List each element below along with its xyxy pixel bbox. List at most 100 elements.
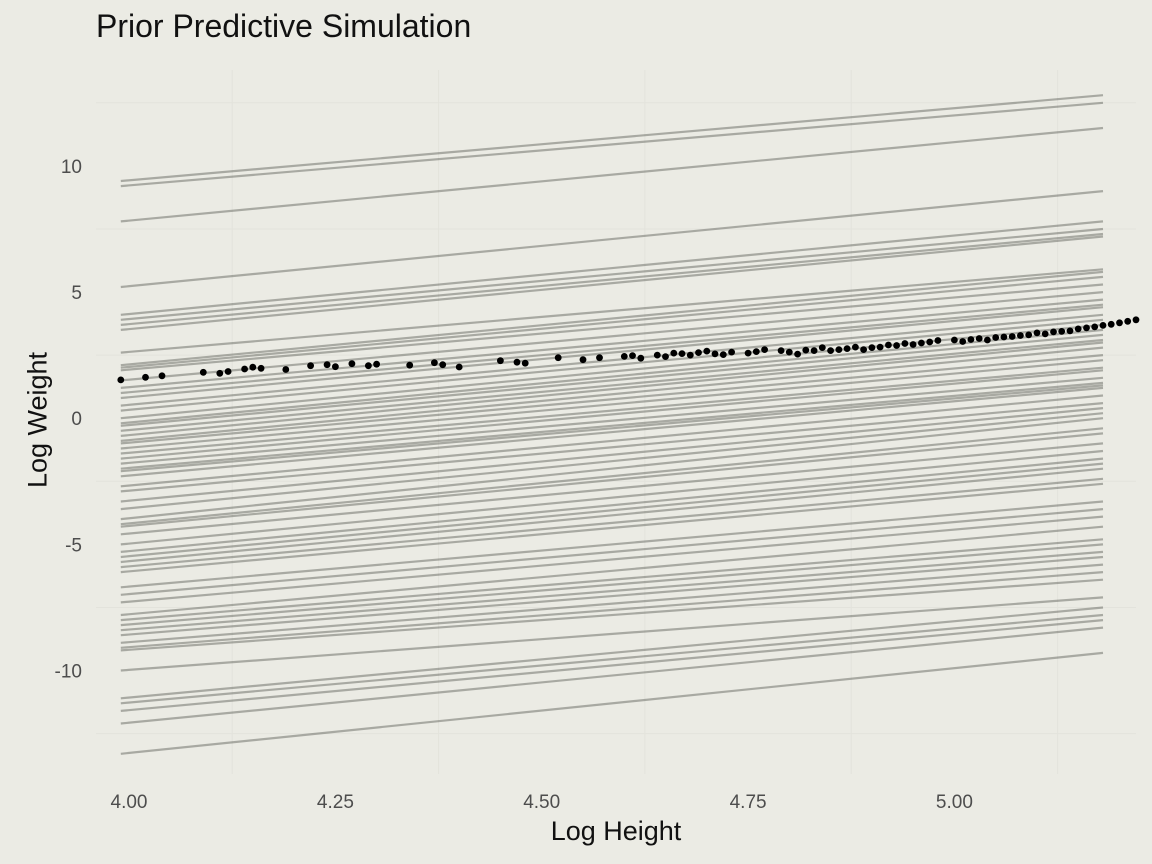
prior-line (120, 515, 1104, 604)
observation-point (1033, 329, 1041, 337)
prior-line (120, 291, 1104, 382)
observation-point (249, 363, 257, 371)
prior-line (120, 94, 1104, 183)
prior-line (120, 477, 1104, 569)
observation-point (332, 363, 339, 371)
prior-line (120, 376, 1104, 465)
prior-line (120, 407, 1104, 503)
y-tick-label: 10 (61, 157, 82, 178)
prior-line (120, 449, 1104, 546)
observation-point (373, 360, 380, 368)
prior-line (120, 346, 1104, 442)
observation-point (1017, 332, 1024, 339)
observation-point (596, 354, 603, 362)
prior-line (120, 417, 1104, 521)
prior-line (120, 303, 1104, 395)
prior-line (120, 538, 1104, 622)
x-tick-label: 4.75 (730, 792, 767, 813)
observation-point (959, 338, 967, 345)
observation-point (513, 358, 521, 366)
prior-line (120, 457, 1104, 553)
observation-point (1066, 327, 1074, 335)
observation-point (868, 344, 876, 351)
prior-line (120, 525, 1104, 617)
prior-line (120, 462, 1104, 559)
tick-labels-layer: 4.00 4.25 4.50 4.75 5.00 10 5 0 -5 -10 (55, 157, 973, 813)
observation-point (752, 348, 760, 355)
prior-line (120, 190, 1104, 289)
observation-point (406, 361, 414, 369)
prior-line (120, 432, 1104, 528)
observation-point (885, 341, 892, 349)
observation-point (439, 361, 447, 369)
prior-line (120, 606, 1104, 700)
observation-point (794, 350, 801, 358)
prior-line (120, 306, 1104, 400)
observation-point (719, 351, 727, 358)
prior-line (120, 220, 1104, 316)
observation-point (365, 362, 372, 370)
prior-line (120, 508, 1104, 596)
prior-line (120, 427, 1104, 526)
observation-point (554, 354, 562, 362)
prior-line (120, 328, 1104, 425)
prior-line (120, 619, 1104, 712)
prior-line (120, 101, 1104, 188)
prior-line (120, 543, 1104, 627)
x-tick-label: 4.25 (317, 792, 354, 813)
observation-point (852, 343, 859, 351)
observation-point (876, 343, 884, 351)
prior-line (120, 359, 1104, 450)
prior-line (120, 227, 1104, 321)
observation-point (653, 351, 661, 359)
chart-title: Prior Predictive Simulation (96, 8, 472, 44)
observation-point (142, 373, 149, 381)
observation-point (909, 341, 917, 348)
prior-line (120, 555, 1104, 637)
observation-point (711, 350, 719, 358)
prior-line (120, 126, 1104, 223)
observation-point (1050, 328, 1057, 336)
prior-line (120, 366, 1104, 455)
observation-point (282, 366, 290, 373)
prior-line (120, 369, 1104, 460)
observation-point (1099, 322, 1107, 329)
observation-point (777, 347, 785, 354)
prior-line (120, 550, 1104, 632)
grid-layer (96, 70, 1136, 774)
prior-line (120, 270, 1104, 367)
prior-line (120, 596, 1104, 672)
observation-point (199, 368, 207, 376)
observation-point (992, 334, 1000, 341)
observation-point (1000, 333, 1008, 341)
prior-line (120, 651, 1104, 755)
y-tick-label: -10 (55, 662, 82, 683)
observation-point (662, 353, 669, 360)
observation-point (901, 340, 909, 347)
observation-point (1083, 324, 1090, 332)
observation-point (257, 364, 265, 372)
y-tick-label: -5 (65, 535, 82, 556)
prior-line (120, 442, 1104, 536)
observation-point (893, 342, 900, 349)
observation-point (216, 369, 224, 377)
observation-point (579, 356, 587, 364)
observation-point (1074, 325, 1082, 333)
observation-point (678, 350, 686, 357)
observation-point (241, 365, 249, 373)
observation-point (1107, 320, 1115, 328)
prior-line (120, 402, 1104, 493)
prior-line (120, 298, 1104, 389)
prior-line (120, 333, 1104, 427)
prior-line (120, 341, 1104, 437)
observation-point (810, 347, 818, 354)
prior-line (120, 354, 1104, 445)
observation-point (497, 357, 504, 365)
observation-point (670, 349, 678, 357)
prior-lines-layer (120, 94, 1104, 755)
observation-point (323, 361, 331, 369)
observation-point (918, 339, 925, 347)
observation-point (158, 372, 166, 380)
x-tick-label: 4.00 (111, 792, 148, 813)
